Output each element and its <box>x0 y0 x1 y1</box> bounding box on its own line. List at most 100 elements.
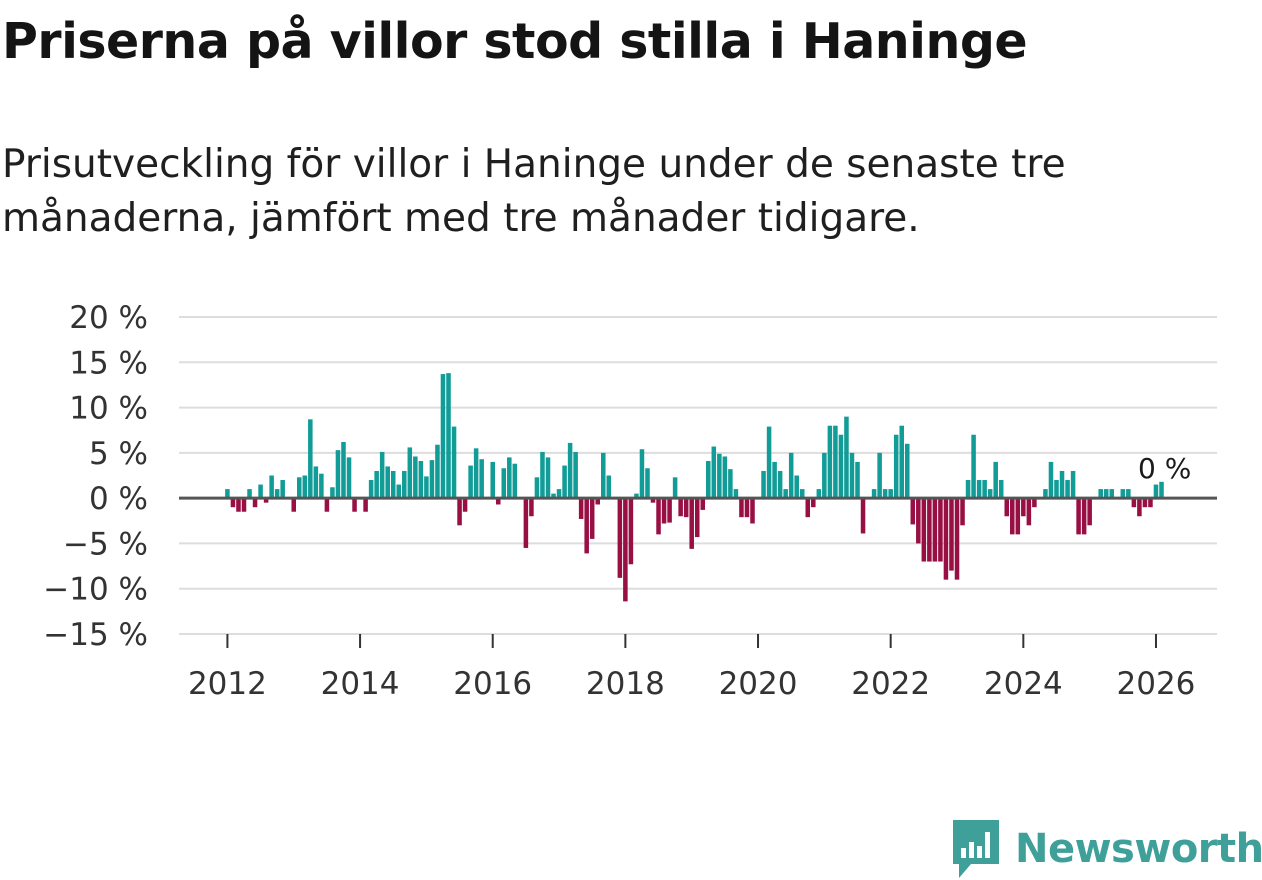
bar <box>341 441 346 499</box>
bar <box>507 457 512 499</box>
bar <box>241 498 247 512</box>
x-tick-label: 2020 <box>719 666 798 702</box>
latest-value-label: 0 % <box>1138 452 1191 485</box>
bar <box>540 451 545 499</box>
x-tick-label: 2026 <box>1117 666 1196 702</box>
bar <box>567 442 573 499</box>
bar <box>672 477 678 499</box>
bar <box>766 426 772 499</box>
bar <box>661 498 667 524</box>
bar <box>833 425 838 499</box>
bar <box>346 457 352 499</box>
bar <box>578 498 584 519</box>
y-tick-label: 5 % <box>89 436 148 472</box>
bar <box>1126 489 1131 499</box>
bar <box>761 470 766 499</box>
bar <box>1131 498 1137 508</box>
bar <box>379 451 385 499</box>
bar <box>495 498 501 505</box>
bar <box>954 498 960 580</box>
bar <box>473 448 479 499</box>
bar <box>324 498 330 512</box>
bar <box>788 452 794 499</box>
bar <box>910 498 916 525</box>
bar <box>871 489 877 499</box>
bar <box>1026 498 1032 526</box>
bar <box>1081 498 1087 535</box>
bar <box>407 447 413 499</box>
bar <box>1153 484 1159 499</box>
bar <box>589 498 595 539</box>
bar <box>1159 481 1164 499</box>
bar <box>462 498 468 512</box>
bar <box>722 456 728 499</box>
bar <box>396 484 402 499</box>
bar <box>274 489 280 499</box>
bar <box>1065 480 1070 499</box>
bar <box>706 461 711 499</box>
bar <box>269 475 274 499</box>
annotations: 0 % <box>1138 452 1191 485</box>
bar <box>1032 498 1037 508</box>
bar <box>1148 498 1153 508</box>
y-tick-label: −10 % <box>43 572 148 608</box>
bar <box>888 489 893 499</box>
bar <box>263 498 269 503</box>
bar <box>678 498 683 517</box>
bar <box>965 480 971 499</box>
bar <box>402 470 407 499</box>
x-tick-label: 2014 <box>321 666 400 702</box>
bar <box>634 493 639 499</box>
x-tick-label: 2024 <box>984 666 1063 702</box>
bar <box>1043 489 1048 499</box>
bar <box>534 477 540 499</box>
bar <box>308 419 313 499</box>
bar <box>573 451 578 499</box>
y-tick-label: −15 % <box>43 617 148 653</box>
bar <box>844 416 849 499</box>
bar <box>877 452 882 499</box>
bar <box>418 461 424 499</box>
bar <box>689 498 694 549</box>
bar <box>772 461 777 499</box>
y-tick-label: 0 % <box>89 481 148 517</box>
bar <box>468 465 473 499</box>
bar <box>855 461 860 499</box>
bar <box>1087 498 1092 526</box>
bar <box>993 461 998 499</box>
bar <box>938 498 943 562</box>
x-tick-label: 2016 <box>453 666 532 702</box>
bar <box>374 470 379 499</box>
bar <box>252 498 258 508</box>
bar <box>313 466 319 499</box>
bar <box>225 489 230 499</box>
bar <box>683 498 689 518</box>
brand-logo[interactable]: Newsworthy <box>951 818 1262 880</box>
chart-title: Priserna på villor stod stilla i Haninge <box>2 13 1028 70</box>
bar <box>258 484 263 499</box>
bar <box>1004 498 1010 517</box>
bar <box>606 475 612 499</box>
bar <box>479 459 484 499</box>
bar <box>440 374 446 499</box>
bar <box>1070 470 1076 499</box>
bar <box>363 498 368 512</box>
x-axis: 2012 2014 2016 2018 2020 2022 2024 2026 <box>188 634 1195 702</box>
x-tick-label: 2018 <box>586 666 665 702</box>
bar <box>639 449 645 499</box>
bar <box>291 498 297 512</box>
bar <box>777 470 783 499</box>
bar <box>512 463 518 499</box>
bar <box>330 487 335 499</box>
bar <box>960 498 965 526</box>
bar <box>838 434 844 499</box>
bar <box>893 434 899 499</box>
bar <box>1137 498 1142 517</box>
bar <box>717 453 722 499</box>
bar <box>728 469 733 499</box>
bar <box>595 498 600 505</box>
chart-subtitle: Prisutveckling för villor i Haninge unde… <box>2 142 1066 241</box>
bar <box>700 498 706 510</box>
bar <box>523 498 529 548</box>
bar <box>794 475 799 499</box>
